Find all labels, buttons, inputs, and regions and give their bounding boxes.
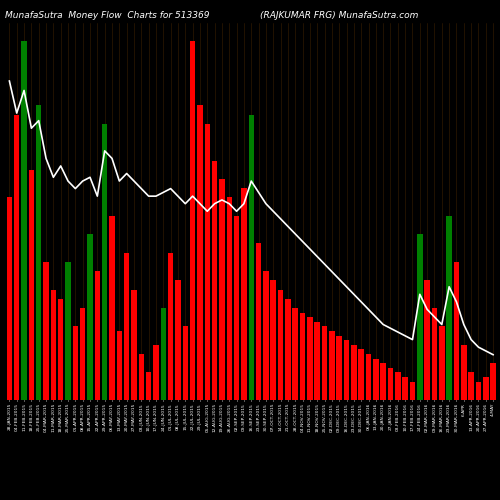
- Bar: [476, 382, 481, 400]
- Bar: [234, 216, 239, 400]
- Bar: [94, 271, 100, 400]
- Bar: [417, 234, 422, 400]
- Bar: [88, 234, 93, 400]
- Bar: [226, 198, 232, 400]
- Bar: [80, 308, 86, 400]
- Bar: [197, 106, 202, 400]
- Bar: [182, 326, 188, 400]
- Bar: [439, 326, 444, 400]
- Bar: [14, 114, 20, 400]
- Bar: [278, 290, 283, 400]
- Bar: [168, 252, 173, 400]
- Bar: [190, 41, 196, 400]
- Bar: [160, 308, 166, 400]
- Bar: [410, 382, 415, 400]
- Bar: [395, 372, 400, 400]
- Bar: [219, 179, 224, 400]
- Bar: [468, 372, 474, 400]
- Bar: [336, 336, 342, 400]
- Bar: [44, 262, 49, 400]
- Bar: [263, 271, 268, 400]
- Bar: [446, 216, 452, 400]
- Bar: [300, 312, 306, 400]
- Bar: [432, 308, 437, 400]
- Bar: [6, 198, 12, 400]
- Bar: [461, 345, 466, 400]
- Bar: [110, 216, 114, 400]
- Bar: [212, 160, 218, 400]
- Text: MunafaSutra  Money Flow  Charts for 513369: MunafaSutra Money Flow Charts for 513369: [5, 11, 210, 20]
- Text: (RAJKUMAR FRG) MunafaSutra.com: (RAJKUMAR FRG) MunafaSutra.com: [260, 11, 418, 20]
- Bar: [124, 252, 130, 400]
- Bar: [329, 331, 334, 400]
- Bar: [490, 363, 496, 400]
- Bar: [344, 340, 350, 400]
- Bar: [204, 124, 210, 400]
- Bar: [307, 317, 312, 400]
- Bar: [241, 188, 246, 400]
- Bar: [388, 368, 393, 400]
- Bar: [28, 170, 34, 400]
- Bar: [153, 345, 158, 400]
- Bar: [50, 290, 56, 400]
- Bar: [351, 345, 356, 400]
- Bar: [373, 358, 378, 400]
- Bar: [36, 106, 42, 400]
- Bar: [248, 114, 254, 400]
- Bar: [483, 377, 488, 400]
- Bar: [175, 280, 180, 400]
- Bar: [66, 262, 71, 400]
- Bar: [366, 354, 372, 400]
- Bar: [256, 244, 262, 400]
- Bar: [358, 350, 364, 400]
- Bar: [292, 308, 298, 400]
- Bar: [138, 354, 144, 400]
- Bar: [314, 322, 320, 400]
- Bar: [146, 372, 152, 400]
- Bar: [58, 298, 64, 400]
- Bar: [402, 377, 408, 400]
- Bar: [380, 363, 386, 400]
- Bar: [285, 298, 290, 400]
- Bar: [454, 262, 459, 400]
- Bar: [116, 331, 122, 400]
- Bar: [270, 280, 276, 400]
- Bar: [102, 124, 108, 400]
- Bar: [72, 326, 78, 400]
- Bar: [424, 280, 430, 400]
- Bar: [22, 41, 27, 400]
- Bar: [131, 290, 136, 400]
- Bar: [322, 326, 328, 400]
